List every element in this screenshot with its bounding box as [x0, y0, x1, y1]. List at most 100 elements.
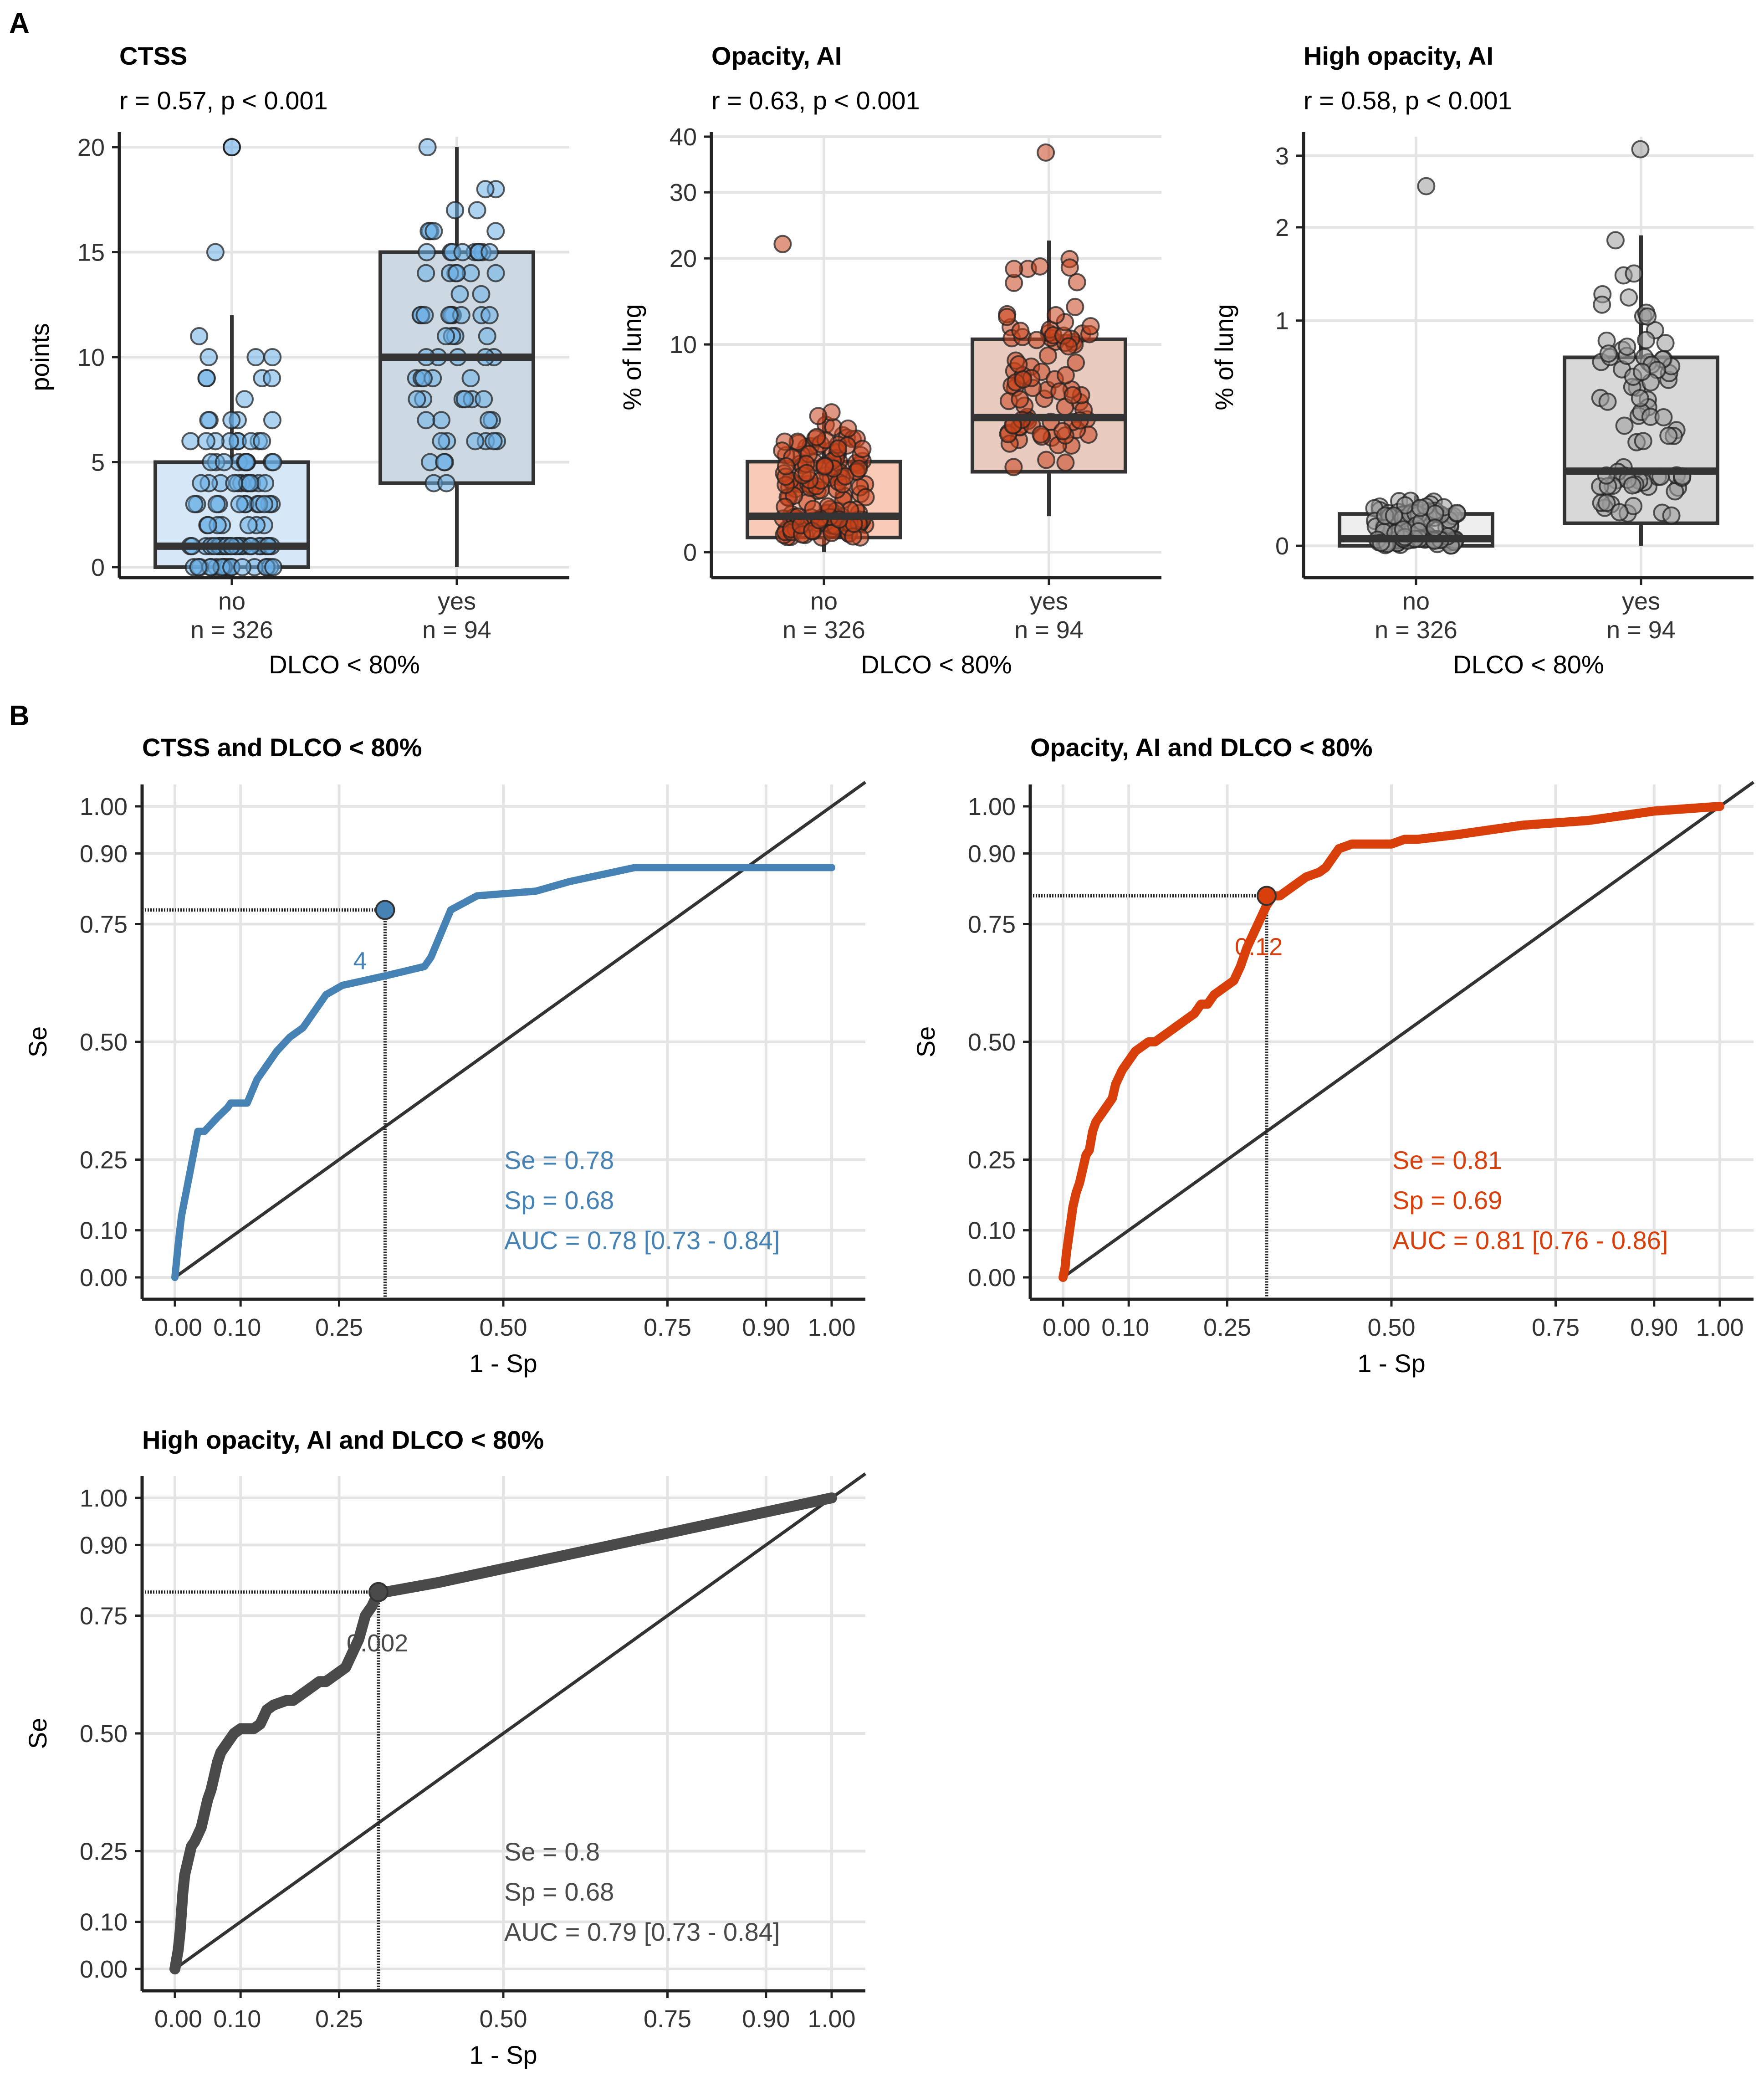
- data-point: [185, 495, 204, 513]
- data-point: [1426, 518, 1444, 537]
- data-point: [417, 411, 435, 430]
- data-point: [1656, 334, 1675, 353]
- boxplot-opacity: Opacity, AI r = 0.63, p < 0.001 0 10 20 30 4…: [618, 41, 1161, 679]
- data-point: [424, 222, 443, 241]
- y-tick-label: 5: [91, 449, 105, 476]
- data-point: [1053, 422, 1072, 441]
- data-point: [1060, 258, 1079, 277]
- data-point: [192, 474, 210, 492]
- data-point: [190, 327, 209, 345]
- data-point: [472, 285, 491, 303]
- data-point: [797, 464, 816, 482]
- data-point: [997, 308, 1016, 326]
- data-point: [1005, 260, 1023, 278]
- data-point: [1599, 344, 1618, 363]
- y-tick-label: 3: [1275, 143, 1289, 170]
- panel-a-label: A: [9, 8, 30, 39]
- reference-diagonal: [174, 1472, 867, 1970]
- data-point: [1067, 354, 1085, 372]
- data-point: [432, 432, 450, 451]
- x-tick-label: no: [1402, 588, 1430, 615]
- x-tick-label: 1.00: [808, 1314, 855, 1341]
- data-point: [1610, 503, 1629, 522]
- data-point: [414, 369, 433, 388]
- x-tick-n-label: n = 94: [422, 616, 491, 644]
- y-axis-title: points: [26, 323, 54, 391]
- data-point: [1059, 337, 1078, 356]
- cutoff-label: 4: [353, 947, 367, 974]
- cutoff-label: 0.12: [1235, 933, 1283, 960]
- data-point: [1081, 317, 1100, 335]
- roc-ctss: CTSS and DLCO < 80% 4 Se = 0.78 Sp = 0.68 A…: [23, 733, 867, 1378]
- y-tick-label: 1: [1275, 308, 1289, 335]
- x-tick-n-label: n = 326: [782, 616, 865, 644]
- reference-diagonal: [1062, 781, 1755, 1279]
- data-point: [478, 327, 496, 345]
- x-tick-label: 0.00: [154, 2005, 202, 2033]
- boxplot-ctss: CTSS r = 0.57, p < 0.001 0 5 10 15 20 non = 3…: [26, 41, 569, 679]
- outlier-point: [223, 138, 241, 157]
- x-tick-label: 0.75: [1532, 1314, 1580, 1341]
- data-point: [809, 407, 828, 425]
- x-tick-label: 0.90: [742, 2005, 790, 2033]
- x-tick-label: 0.90: [1630, 1314, 1678, 1341]
- data-point: [1411, 498, 1430, 517]
- x-tick-label: no: [810, 588, 838, 615]
- data-point: [481, 243, 499, 261]
- data-point: [230, 495, 249, 513]
- data-point: [233, 558, 252, 576]
- stat-label: Se = 0.78: [504, 1146, 614, 1174]
- y-tick-label: 0: [683, 539, 697, 566]
- data-point: [1047, 306, 1065, 324]
- data-point: [486, 222, 505, 241]
- x-tick-label: 0.50: [479, 2005, 527, 2033]
- data-point: [1417, 177, 1436, 195]
- data-point: [408, 390, 426, 409]
- x-tick-n-label: n = 326: [1375, 616, 1457, 644]
- data-point: [255, 495, 274, 513]
- x-tick-label: 0.25: [315, 1314, 363, 1341]
- x-tick-label: 0.50: [1367, 1314, 1415, 1341]
- x-tick-label: 0.90: [742, 1314, 790, 1341]
- data-point: [1056, 366, 1075, 384]
- data-point: [1056, 453, 1075, 472]
- x-tick-label: 0.25: [315, 2005, 363, 2033]
- y-tick-label: 0: [91, 554, 105, 581]
- x-tick-label: 0.10: [213, 2005, 261, 2033]
- data-point: [253, 432, 271, 451]
- x-tick-label: 0.50: [479, 1314, 527, 1341]
- data-point: [1385, 506, 1403, 525]
- y-axis-title: % of lung: [618, 304, 646, 410]
- x-axis-title: 1 - Sp: [469, 1349, 537, 1378]
- data-point: [1004, 458, 1023, 477]
- y-tick-label: 0.90: [968, 840, 1016, 867]
- y-axis-title: Se: [23, 1026, 52, 1058]
- plot-area: 0.12 Se = 0.81 Sp = 0.69 AUC = 0.81 [0.76 -…: [911, 781, 1755, 1378]
- x-axis-title: 1 - Sp: [469, 2040, 537, 2069]
- x-tick-label: 0.10: [213, 1314, 261, 1341]
- panel-b-label: B: [9, 700, 30, 732]
- data-point: [1632, 363, 1651, 381]
- chart-subtitle: r = 0.58, p < 0.001: [1304, 86, 1512, 115]
- data-point: [849, 459, 868, 478]
- y-tick-label: 0.10: [968, 1217, 1016, 1245]
- data-point: [829, 439, 848, 458]
- data-point: [239, 516, 258, 534]
- data-point: [264, 558, 283, 576]
- data-point: [1606, 231, 1625, 250]
- y-axis-title: % of lung: [1210, 304, 1238, 410]
- x-axis-title: 1 - Sp: [1357, 1349, 1425, 1378]
- data-point: [447, 264, 466, 282]
- data-point: [466, 432, 485, 451]
- y-tick-label: 10: [77, 344, 105, 371]
- data-point: [1631, 140, 1650, 159]
- data-point: [1637, 331, 1656, 349]
- data-point: [476, 180, 495, 199]
- data-point: [440, 306, 459, 324]
- data-point: [1634, 432, 1652, 451]
- data-point: [856, 488, 875, 507]
- y-tick-label: 40: [670, 123, 697, 151]
- data-point: [1659, 426, 1678, 445]
